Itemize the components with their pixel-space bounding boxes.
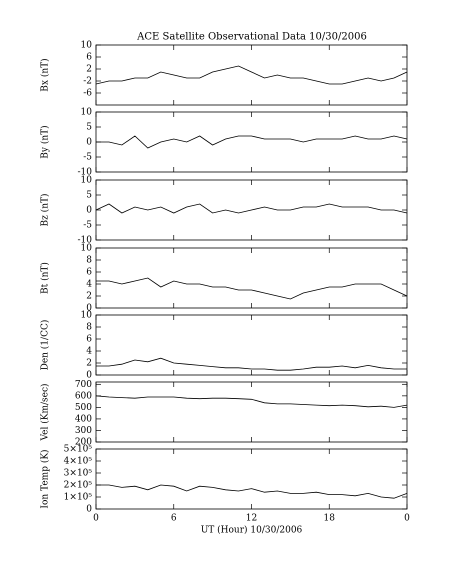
y-tick-label: 4 [86,280,92,290]
panel-frame [95,247,408,309]
y-tick-label: 2 [86,65,92,75]
y-tick-label: 10 [81,41,93,51]
x-axis-label: UT (Hour) 10/30/2006 [201,525,303,536]
y-tick-label: 6 [86,268,92,278]
data-line [96,135,408,149]
y-tick-label: 2×10⁵ [64,481,93,491]
y-tick-label: -5 [83,221,92,231]
y-tick-label: 10 [81,176,93,186]
data-line [95,395,408,408]
y-tick-label: 500 [75,403,92,413]
y-tick-label: 4 [86,347,92,357]
x-tick-label: 12 [246,514,257,524]
y-tick-label: 2 [86,359,92,369]
y-tick-label: 5×10⁵ [64,445,93,455]
data-line [96,484,408,499]
y-tick-label: 5 [86,123,92,133]
data-line [96,357,407,371]
panel-frame [95,44,408,106]
y-tick-label: 200 [75,438,92,448]
y-tick-label: 6 [86,335,92,345]
y-tick-label: 4×10⁵ [64,457,93,467]
y-tick-label: 600 [75,391,92,401]
y-tick-label: 0 [86,206,92,216]
data-line [96,277,408,300]
y-axis-label: Bz (nT) [40,193,51,226]
y-tick-label: 10 [81,244,93,254]
panel-frame [95,381,408,443]
y-tick-label: 1×10⁵ [64,493,93,503]
y-axis-label: By (nT) [40,125,51,158]
x-tick-label: 0 [93,514,99,524]
y-axis-label: Den (1/CC) [40,320,51,371]
panel-frame [95,314,408,376]
x-tick-label: 18 [324,514,336,524]
y-tick-label: -10 [78,168,93,178]
panel-frame [95,448,408,510]
y-tick-label: 0 [86,138,92,148]
y-tick-label: 400 [75,414,92,424]
y-tick-label: 8 [86,323,92,333]
y-axis-label: Bx (nT) [40,58,51,91]
y-tick-label: -10 [78,236,93,246]
y-tick-label: -2 [83,77,92,87]
data-line [95,203,408,214]
data-line [95,65,408,85]
y-tick-label: 0 [86,505,92,515]
y-tick-label: 300 [75,426,92,436]
panel-frame [95,111,408,173]
y-tick-label: 5 [86,191,92,201]
y-tick-label: 10 [81,108,93,118]
y-tick-label: -5 [83,153,92,163]
x-tick-label: 6 [171,514,177,524]
y-tick-label: 3×10⁵ [64,469,93,479]
y-tick-label: 10 [81,311,93,321]
y-axis-label: Vel (Km/sec) [40,383,51,441]
y-tick-label: 6 [86,53,92,63]
y-axis-label: Ion Temp (K) [40,449,51,508]
y-tick-label: 0 [86,304,92,314]
y-tick-label: 8 [86,256,92,266]
y-tick-label: 700 [75,380,92,390]
x-tick-label: 0 [404,514,410,524]
figure-title: ACE Satellite Observational Data 10/30/2… [136,32,367,43]
y-axis-label: Bt (nT) [40,262,51,294]
y-tick-label: 0 [86,371,92,381]
y-tick-label: -6 [83,89,92,99]
y-tick-label: 2 [86,292,92,302]
